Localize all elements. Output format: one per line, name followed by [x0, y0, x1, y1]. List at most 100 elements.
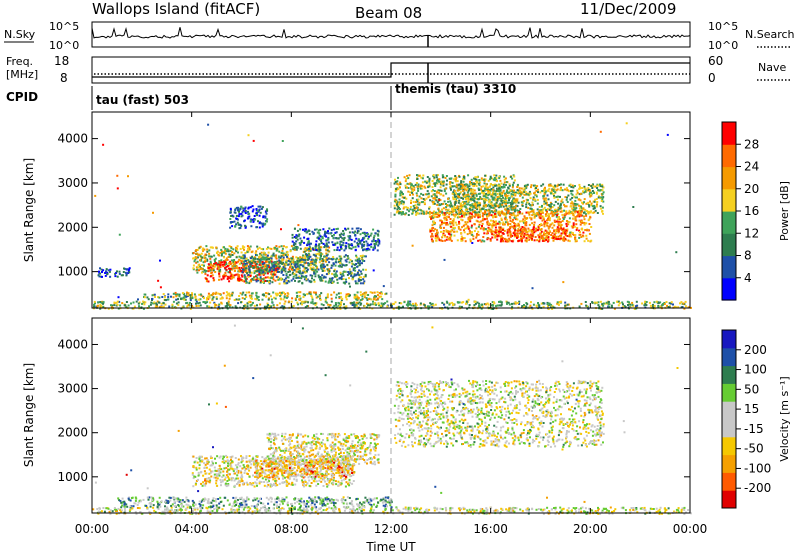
echo-cell	[336, 278, 339, 281]
echo-cell	[413, 209, 416, 212]
echo-cell	[463, 223, 466, 226]
echo-cell	[350, 243, 353, 245]
echo-cell	[536, 212, 539, 215]
echo-cell	[215, 296, 218, 299]
echo-cell	[285, 296, 288, 299]
echo-cell	[323, 234, 326, 237]
echo-cell	[320, 255, 322, 257]
echo-cell	[436, 178, 439, 181]
echo-cell	[280, 259, 283, 262]
echo-cell	[536, 306, 539, 309]
echo-cell	[412, 205, 415, 207]
echo-cell	[354, 230, 357, 233]
echo-cell	[319, 228, 322, 231]
echo-cell	[264, 265, 267, 268]
echo-cell	[474, 178, 477, 180]
echo-cell	[260, 257, 263, 260]
echo-cell	[495, 174, 498, 177]
echo-cell	[555, 195, 558, 198]
echo-cell	[454, 202, 457, 204]
echo-cell	[560, 227, 562, 230]
echo-cell	[447, 208, 450, 211]
echo-cell	[394, 194, 397, 197]
echo-cell	[488, 188, 491, 191]
echo-cell	[229, 249, 232, 252]
echo-cell	[301, 275, 304, 278]
echo-cell	[396, 208, 399, 211]
echo-cell	[243, 274, 246, 277]
echo-cell	[535, 194, 538, 196]
echo-cell	[367, 298, 370, 300]
echo-cell	[422, 174, 425, 177]
echo-cell	[245, 267, 248, 270]
echo-cell	[405, 206, 408, 209]
echo-cell	[337, 260, 340, 263]
echo-cell	[195, 257, 198, 260]
echo-cell	[347, 239, 350, 242]
echo-cell	[533, 216, 536, 219]
echo-cell	[324, 298, 327, 301]
echo-cell	[296, 246, 299, 249]
echo-cell	[274, 297, 277, 300]
echo-cell	[227, 250, 230, 253]
echo-cell	[261, 281, 264, 283]
echo-cell	[601, 303, 604, 306]
echo-cell	[303, 248, 306, 251]
echo-cell	[285, 261, 288, 264]
echo-cell	[399, 192, 402, 195]
echo-cell	[423, 212, 426, 215]
echo-cell	[321, 270, 324, 272]
echo-cell	[304, 255, 307, 258]
echo-cell	[608, 303, 611, 306]
echo-cell	[122, 271, 125, 273]
echo-cell	[475, 178, 478, 181]
echo-cell	[617, 304, 620, 307]
echo-cell	[509, 217, 512, 220]
echo-cell	[556, 198, 559, 201]
echo-cell	[156, 305, 159, 308]
echo-cell	[325, 254, 328, 257]
echo-cell	[480, 303, 483, 306]
echo-cell	[286, 255, 288, 258]
echo-cell	[465, 198, 467, 200]
echo-cell	[309, 291, 312, 294]
echo-cell	[348, 236, 351, 239]
echo-cell	[516, 199, 519, 202]
echo-cell	[205, 277, 208, 280]
echo-cell	[93, 304, 96, 306]
echo-cell	[260, 254, 263, 257]
echo-cell	[512, 201, 515, 204]
echo-cell	[571, 212, 574, 215]
echo-cell	[328, 227, 331, 230]
echo-cell	[356, 271, 359, 274]
echo-cell	[545, 201, 548, 204]
echo-cell	[193, 260, 196, 263]
echo-cell	[493, 193, 496, 196]
echo-cell	[548, 208, 551, 211]
echo-cell	[670, 301, 673, 304]
echo-cell	[355, 254, 358, 257]
echo-cell	[299, 256, 302, 259]
echo-cell	[237, 251, 239, 254]
nsearch-tick-bottom: 10^0	[708, 39, 738, 52]
echo-cell	[543, 193, 546, 195]
echo-cell	[355, 237, 358, 240]
echo-cell	[279, 260, 282, 263]
echo-cell	[466, 233, 469, 236]
echo-cell	[451, 181, 454, 184]
echo-cell	[435, 176, 438, 179]
echo-cell	[504, 192, 506, 195]
echo-cell	[320, 292, 323, 295]
echo-cell	[127, 304, 130, 307]
echo-cell	[248, 212, 251, 215]
echo-cell	[285, 272, 288, 275]
echo-cell	[194, 256, 197, 259]
echo-cell	[300, 277, 303, 280]
echo-cell	[532, 196, 535, 199]
echo-cell	[417, 183, 420, 186]
echo-cell	[229, 272, 232, 275]
echo-cell	[472, 185, 475, 188]
echo-cell	[602, 200, 605, 203]
echo-cell	[490, 304, 493, 307]
echo-cell	[275, 270, 278, 273]
